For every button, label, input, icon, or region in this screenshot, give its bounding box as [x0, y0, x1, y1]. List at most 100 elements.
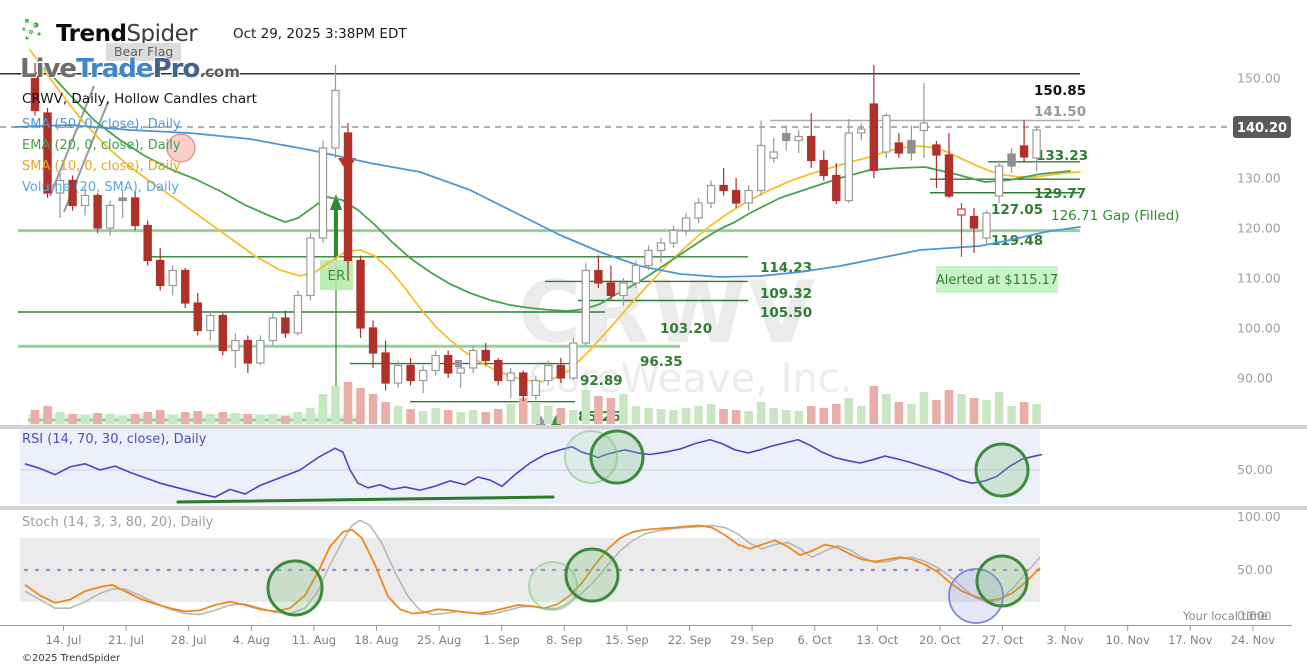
signal-highlight-circle[interactable]	[974, 442, 1030, 498]
volume-bar	[418, 411, 428, 424]
candle-body	[969, 215, 979, 229]
volume-bar	[756, 402, 766, 424]
volume-bar	[606, 398, 616, 424]
volume-bar	[318, 394, 328, 424]
date-axis[interactable]: 14. Jul 21. Jul 28. Jul 4. Aug 11. Aug 18. Au…	[46, 625, 1276, 647]
level-label-96.35: 96.35	[640, 354, 683, 370]
date-tick-label: 1. Sep	[484, 633, 520, 647]
candle-body	[43, 112, 52, 194]
volume-bar	[381, 402, 390, 424]
level-label-92.89: 92.89	[580, 373, 623, 389]
candle-body	[819, 159, 828, 177]
volume-bar	[882, 394, 891, 424]
volume-bar	[218, 412, 228, 424]
legend-volume[interactable]: Volume (20, SMA), Daily	[22, 180, 179, 195]
date-tick-label: 22. Sep	[668, 633, 712, 647]
candle-body	[30, 72, 40, 112]
legend-sma50[interactable]: SMA (50, 0, close), Daily	[22, 117, 181, 132]
volume-bar	[731, 410, 741, 424]
panel-separator	[0, 425, 1307, 429]
volume-bar	[907, 404, 916, 424]
date-tick-label: 24. Nov	[1231, 633, 1276, 647]
price-axis[interactable]: 150.00 130.00 120.00 110.00 100.00 90.00 140.2…	[1233, 71, 1291, 386]
signal-highlight-circle[interactable]	[266, 559, 324, 617]
candle-body	[844, 132, 854, 202]
stoch-label: Stoch (14, 3, 3, 80, 20), Daily	[22, 515, 214, 530]
legend-sma10[interactable]: SMA (10, 0, close), Daily	[22, 159, 181, 174]
signal-highlight-circle[interactable]	[975, 554, 1029, 608]
date-tick-label: 20. Oct	[919, 633, 961, 647]
volume-bar	[581, 390, 591, 424]
volume-bar	[431, 408, 440, 424]
level-label-127.05: 127.05	[991, 202, 1043, 218]
candle-body	[619, 282, 628, 297]
candle-body	[982, 212, 991, 239]
trendspider-logo-text: TrendSpider	[56, 21, 198, 47]
level-label-150.85: 150.85	[1034, 83, 1086, 99]
candle-body	[894, 142, 904, 154]
candle-body	[944, 154, 954, 197]
volume-bar	[544, 406, 553, 424]
candle-body	[519, 372, 528, 397]
signal-highlight-circle[interactable]	[948, 568, 1004, 624]
price-tick-label: 120.00	[1237, 221, 1281, 236]
drawing-anchor-square	[455, 360, 462, 367]
candle-body	[181, 269, 190, 304]
indicator-legend: SMA (50, 0, close), Daily EMA (20, 0, cl…	[22, 117, 181, 201]
trendspider-logo[interactable]: TrendSpider	[20, 16, 198, 52]
candle-body	[1032, 129, 1041, 159]
volume-bar	[594, 396, 603, 424]
rsi-panel[interactable]: RSI (14, 70, 30, close), Daily 50.00	[20, 429, 1273, 504]
last-price-badge	[1233, 116, 1291, 138]
candle-body	[869, 103, 879, 172]
volume-bar	[55, 412, 65, 424]
signal-highlight-circle[interactable]	[564, 547, 620, 603]
candle-body	[343, 132, 353, 262]
candle-body	[381, 352, 390, 384]
alert-badge[interactable]	[936, 266, 1058, 293]
trendspider-logo-icon	[20, 16, 50, 52]
volume-bar	[806, 406, 816, 424]
volume-bar	[443, 410, 453, 424]
candle-body	[932, 144, 941, 156]
volume-bar	[293, 412, 303, 424]
candle-body	[756, 144, 766, 192]
candle-body	[719, 184, 728, 192]
volume-bar	[105, 414, 115, 424]
level-label-109.32: 109.32	[760, 286, 812, 302]
volume-bar	[694, 406, 703, 424]
volume-bar	[669, 410, 678, 424]
chart-timestamp: Oct 29, 2025 3:38PM EDT	[233, 26, 407, 42]
candle-body	[481, 349, 490, 362]
level-label-119.48: 119.48	[991, 233, 1043, 249]
pattern-badge-bear-flag[interactable]: Bear Flag	[106, 43, 182, 61]
volume-bar	[356, 388, 365, 424]
candle-body	[769, 151, 778, 159]
volume-bar	[256, 415, 265, 424]
volume-bar	[456, 412, 465, 424]
candle-body	[80, 194, 90, 207]
volume-bar	[857, 406, 866, 424]
rsi-trendline	[176, 495, 555, 504]
candle-body	[418, 369, 428, 382]
volume-bar	[869, 386, 879, 424]
candle-body	[744, 189, 753, 204]
candle-body	[506, 372, 515, 382]
ltp-pro: Pro	[152, 54, 201, 84]
logo-trend: Trend	[56, 21, 127, 47]
legend-ema20[interactable]: EMA (20, 0, close), Daily	[22, 138, 181, 153]
volume-bar	[468, 410, 478, 424]
signal-highlight-circle[interactable]	[589, 429, 645, 485]
alert-badge-label: Alerted at $115.17	[936, 273, 1058, 288]
volume-bar	[231, 413, 240, 424]
candle-body	[594, 269, 603, 284]
stoch-panel[interactable]: Stoch (14, 3, 3, 80, 20), Daily 100.00 50.…	[22, 509, 1281, 624]
candle-body	[706, 184, 716, 204]
date-tick-label: 27. Oct	[982, 633, 1024, 647]
volume-bar	[769, 408, 778, 424]
candle-body	[694, 202, 703, 219]
volume-bar	[919, 392, 929, 424]
date-tick-label: 13. Oct	[856, 633, 898, 647]
